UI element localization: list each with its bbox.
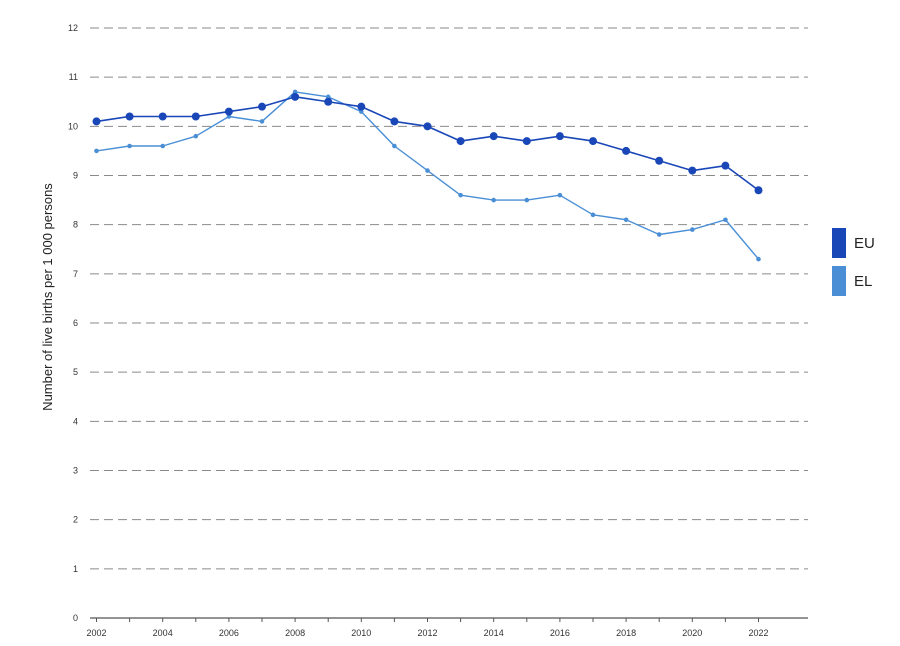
data-point-eu bbox=[158, 112, 167, 121]
data-point-eu bbox=[655, 156, 664, 165]
y-tick-label: 11 bbox=[69, 72, 78, 82]
data-point-el bbox=[193, 133, 199, 139]
data-point-el bbox=[590, 212, 596, 218]
y-axis-label: Number of live births per 1 000 persons bbox=[40, 183, 55, 411]
x-tick-label: 2014 bbox=[484, 628, 504, 638]
data-point-eu bbox=[224, 107, 233, 116]
data-point-eu bbox=[589, 137, 597, 146]
x-tick-label: 2012 bbox=[417, 628, 437, 638]
data-point-el bbox=[491, 197, 497, 203]
data-point-el bbox=[458, 192, 463, 198]
data-point-eu bbox=[324, 97, 333, 106]
x-tick-label: 2006 bbox=[219, 628, 239, 638]
data-point-el bbox=[259, 119, 265, 124]
series-group bbox=[92, 89, 763, 262]
data-point-el bbox=[524, 197, 530, 203]
data-point-el bbox=[392, 143, 397, 149]
data-point-eu bbox=[357, 102, 366, 111]
y-tick-label: 7 bbox=[73, 269, 78, 279]
x-tick-label: 2016 bbox=[550, 628, 570, 638]
legend-label-eu: EU bbox=[854, 235, 875, 252]
data-point-eu bbox=[622, 146, 631, 155]
y-tick-label: 2 bbox=[73, 515, 78, 525]
x-tick-label: 2018 bbox=[616, 628, 636, 638]
x-tick-label: 2008 bbox=[285, 628, 305, 638]
data-point-el bbox=[756, 256, 761, 262]
y-tick-label: 9 bbox=[73, 171, 78, 181]
y-tick-label: 0 bbox=[73, 613, 78, 623]
data-point-eu bbox=[291, 92, 300, 101]
data-point-el bbox=[94, 148, 99, 154]
x-tick-label: 2020 bbox=[682, 628, 702, 638]
y-tick-label: 10 bbox=[68, 121, 78, 131]
data-point-eu bbox=[688, 166, 697, 175]
y-tick-label: 5 bbox=[73, 367, 78, 377]
data-point-el bbox=[656, 232, 662, 237]
data-point-eu bbox=[555, 132, 564, 141]
data-point-el bbox=[690, 227, 695, 232]
x-tick-label: 2004 bbox=[153, 628, 173, 638]
data-point-eu bbox=[754, 186, 763, 195]
legend: EU EL bbox=[832, 228, 875, 296]
data-point-el bbox=[557, 192, 563, 198]
y-tick-label: 4 bbox=[73, 416, 78, 426]
data-point-eu bbox=[721, 161, 730, 170]
data-point-eu bbox=[522, 137, 531, 146]
legend-label-el: EL bbox=[854, 273, 872, 290]
y-tick-label: 6 bbox=[73, 318, 78, 328]
data-point-el bbox=[425, 168, 430, 173]
y-tick-label: 12 bbox=[68, 23, 78, 33]
y-tick-label: 3 bbox=[73, 466, 78, 476]
data-point-eu bbox=[191, 112, 200, 121]
x-tick-label: 2002 bbox=[86, 628, 106, 638]
legend-swatch-el bbox=[832, 266, 846, 296]
data-point-el bbox=[623, 217, 629, 223]
x-tick-label: 2010 bbox=[351, 628, 371, 638]
data-point-eu bbox=[390, 117, 399, 126]
data-point-el bbox=[160, 143, 165, 149]
x-tick-label: 2022 bbox=[748, 628, 768, 638]
legend-swatch-eu bbox=[832, 228, 846, 258]
y-tick-label: 1 bbox=[73, 564, 78, 574]
data-point-eu bbox=[92, 117, 101, 126]
data-point-el bbox=[127, 143, 132, 149]
data-point-eu bbox=[125, 112, 134, 121]
y-tick-label: 8 bbox=[73, 220, 78, 230]
data-point-eu bbox=[258, 102, 266, 111]
data-point-eu bbox=[456, 137, 465, 146]
data-point-eu bbox=[489, 132, 498, 141]
series-line-eu bbox=[96, 96, 759, 191]
gridlines bbox=[90, 27, 808, 570]
data-point-eu bbox=[423, 122, 432, 131]
axes bbox=[90, 617, 808, 622]
data-point-el bbox=[723, 217, 728, 223]
x-tick-labels: 2002 2004 2006 2008 2010 2012 2014 2016 2018 2020… bbox=[86, 628, 768, 638]
